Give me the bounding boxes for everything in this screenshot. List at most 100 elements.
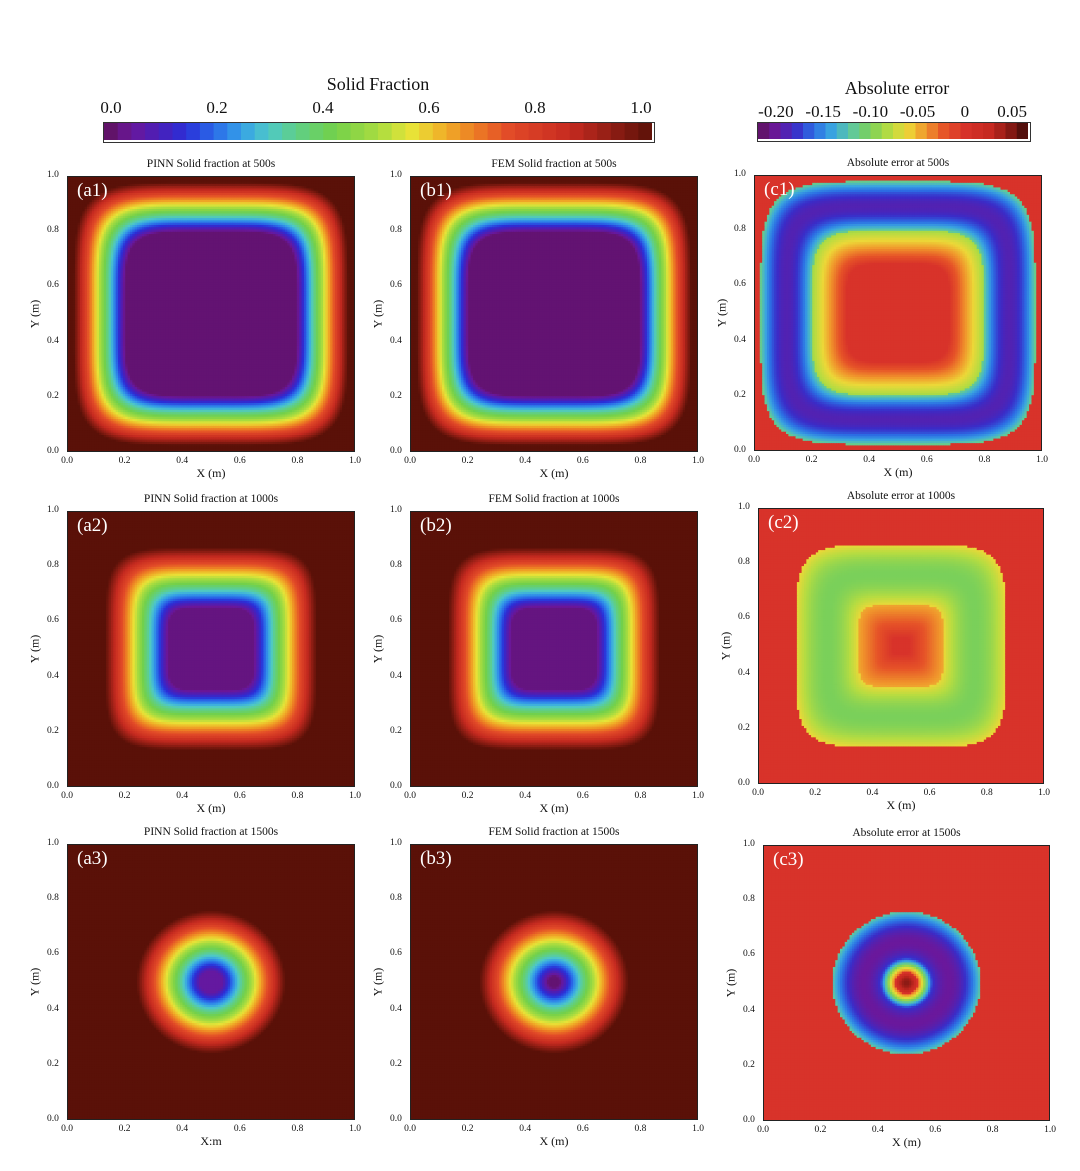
x-tick-label: 0.6 xyxy=(921,455,933,465)
y-tick-label: 0.0 xyxy=(390,446,402,456)
y-tick-label: 0.4 xyxy=(738,668,750,678)
y-tick-label: 1.0 xyxy=(390,170,402,180)
solid-colorbar-swatch xyxy=(584,123,598,140)
x-tick-label: 0.0 xyxy=(748,455,760,465)
y-tick-label: 1.0 xyxy=(390,838,402,848)
heatmap-cells xyxy=(759,509,1043,783)
x-tick-label: 0.8 xyxy=(634,1124,646,1134)
y-tick-label: 0.2 xyxy=(47,391,59,401)
y-tick-label: 0.8 xyxy=(738,557,750,567)
y-tick-label: 0.2 xyxy=(390,726,402,736)
x-axis-label: X:m xyxy=(200,1134,221,1149)
y-tick-label: 0.6 xyxy=(390,615,402,625)
y-tick-label: 0.4 xyxy=(390,336,402,346)
error-colorbar-swatch xyxy=(893,123,905,139)
y-tick-label: 0.2 xyxy=(738,723,750,733)
solid-colorbar-swatch xyxy=(351,123,365,140)
x-tick-label: 0.6 xyxy=(577,1124,589,1134)
panel-title: PINN Solid fraction at 500s xyxy=(147,158,275,170)
x-tick-label: 0.2 xyxy=(462,1124,474,1134)
x-tick-label: 0.8 xyxy=(634,456,646,466)
x-tick-label: 0.6 xyxy=(924,788,936,798)
heatmap-plot-area xyxy=(763,845,1050,1121)
panel-letter-label: (a2) xyxy=(77,515,108,537)
solid-colorbar-swatch xyxy=(159,123,173,140)
x-tick-label: 0.6 xyxy=(929,1125,941,1135)
error-colorbar-swatch xyxy=(1006,123,1018,139)
solid-colorbar-swatch xyxy=(227,123,241,140)
error-colorbar-swatch xyxy=(837,123,849,139)
y-axis-label: Y (m) xyxy=(28,635,43,664)
y-tick-label: 0.6 xyxy=(390,280,402,290)
panel-title: PINN Solid fraction at 1500s xyxy=(144,826,278,838)
x-tick-label: 0.8 xyxy=(634,791,646,801)
y-tick-label: 0.0 xyxy=(734,445,746,455)
solid-colorbar-tick: 0.8 xyxy=(524,98,545,118)
y-tick-label: 0.8 xyxy=(743,894,755,904)
error-colorbar-swatch xyxy=(792,123,804,139)
heatmap-cells xyxy=(411,512,697,786)
x-tick-label: 0.2 xyxy=(119,791,131,801)
solid-colorbar-swatch xyxy=(104,123,118,140)
error-colorbar-swatch xyxy=(871,123,883,139)
y-tick-label: 1.0 xyxy=(734,169,746,179)
panel-letter-label: (c2) xyxy=(768,512,799,534)
x-tick-label: 0.8 xyxy=(291,1124,303,1134)
x-tick-label: 0.8 xyxy=(978,455,990,465)
solid-colorbar-swatch xyxy=(378,123,392,140)
y-tick-label: 1.0 xyxy=(47,170,59,180)
solid-colorbar-swatch xyxy=(173,123,187,140)
y-tick-label: 1.0 xyxy=(738,502,750,512)
x-tick-label: 0.0 xyxy=(404,456,416,466)
y-tick-label: 0.8 xyxy=(390,560,402,570)
y-tick-label: 0.8 xyxy=(390,893,402,903)
solid-colorbar-tick: 0.2 xyxy=(206,98,227,118)
x-tick-label: 0.8 xyxy=(291,791,303,801)
x-tick-label: 0.6 xyxy=(234,791,246,801)
error-colorbar-tick: -0.10 xyxy=(853,102,888,122)
y-tick-label: 0.6 xyxy=(47,615,59,625)
y-tick-label: 0.6 xyxy=(743,949,755,959)
solid-colorbar-swatch xyxy=(392,123,406,140)
y-tick-label: 0.6 xyxy=(390,948,402,958)
heatmap-cells xyxy=(755,176,1041,450)
y-tick-label: 1.0 xyxy=(47,505,59,515)
y-tick-label: 0.4 xyxy=(390,1004,402,1014)
solid-fraction-colorbar xyxy=(103,122,655,143)
panel-title: Absolute error at 1000s xyxy=(847,490,955,502)
y-tick-label: 0.4 xyxy=(47,336,59,346)
y-tick-label: 0.0 xyxy=(47,446,59,456)
solid-colorbar-swatch xyxy=(625,123,639,140)
panel-letter-label: (c1) xyxy=(764,179,795,201)
x-tick-label: 1.0 xyxy=(1044,1125,1056,1135)
solid-colorbar-swatch xyxy=(118,123,132,140)
x-tick-label: 0.2 xyxy=(814,1125,826,1135)
panel-letter-label: (b2) xyxy=(420,515,452,537)
x-tick-label: 0.2 xyxy=(119,456,131,466)
solid-colorbar-swatch xyxy=(323,123,337,140)
error-colorbar-title: Absolute error xyxy=(797,78,997,99)
solid-colorbar-swatch xyxy=(214,123,228,140)
solid-colorbar-swatch xyxy=(447,123,461,140)
y-tick-label: 1.0 xyxy=(743,839,755,849)
heatmap-cells xyxy=(68,177,354,451)
x-axis-label: X (m) xyxy=(884,465,913,480)
y-tick-label: 1.0 xyxy=(390,505,402,515)
x-tick-label: 1.0 xyxy=(349,456,361,466)
solid-colorbar-swatch xyxy=(474,123,488,140)
x-tick-label: 0.4 xyxy=(866,788,878,798)
error-colorbar-tick: -0.20 xyxy=(758,102,793,122)
error-colorbar-swatch xyxy=(972,123,984,139)
x-axis-label: X (m) xyxy=(892,1135,921,1150)
x-tick-label: 0.0 xyxy=(61,456,73,466)
panel-title: Absolute error at 500s xyxy=(847,157,950,169)
y-tick-label: 0.4 xyxy=(47,671,59,681)
solid-colorbar-swatch xyxy=(597,123,611,140)
x-tick-label: 1.0 xyxy=(1036,455,1048,465)
x-tick-label: 0.6 xyxy=(577,456,589,466)
x-tick-label: 0.4 xyxy=(519,456,531,466)
solid-colorbar-swatch xyxy=(131,123,145,140)
x-tick-label: 0.0 xyxy=(404,1124,416,1134)
panel-title: FEM Solid fraction at 1000s xyxy=(489,493,620,505)
solid-colorbar-title: Solid Fraction xyxy=(278,74,478,95)
